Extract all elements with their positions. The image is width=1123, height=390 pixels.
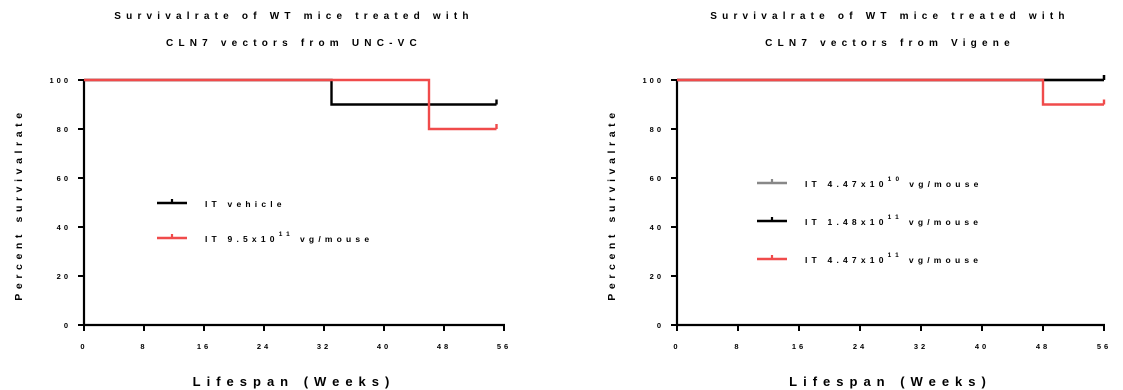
chart-title-line-2: CLN7 vectors from UNC-VC xyxy=(166,38,422,49)
x-tick-label: 16 xyxy=(792,342,806,351)
y-axis-label: Percent survivalrate xyxy=(606,108,618,300)
x-tick-label: 0 xyxy=(673,342,680,351)
legend-label-1: IT vehicle xyxy=(205,199,286,209)
x-tick-label: 32 xyxy=(317,342,331,351)
legend-label-main: IT 1.48x10 xyxy=(805,217,888,227)
chart-2: Survivalrate of WT mice treated with CLN7… xyxy=(606,11,1111,389)
legend-label-exponent: 11 xyxy=(888,214,903,221)
x-tick-label: 16 xyxy=(197,342,211,351)
series-line-3 xyxy=(677,78,1104,106)
x-tick-label: 32 xyxy=(914,342,928,351)
legend-label-1: IT 4.47x1010 vg/mouse xyxy=(805,176,983,189)
x-tick-label: 40 xyxy=(377,342,391,351)
x-axis-label: Lifespan (Weeks) xyxy=(193,374,396,389)
y-tick-label: 60 xyxy=(650,174,664,183)
x-tick-label: 8 xyxy=(140,342,147,351)
legend-label-2: IT 1.48x1011 vg/mouse xyxy=(805,214,982,227)
x-tick-label: 40 xyxy=(975,342,989,351)
chart-1: Survivalrate of WT mice treated with CLN7… xyxy=(13,11,511,389)
x-tick-label: 8 xyxy=(734,342,741,351)
legend-label-exponent: 11 xyxy=(888,252,903,259)
x-tick-label: 48 xyxy=(1036,342,1050,351)
series-line-1 xyxy=(84,78,497,106)
legend-label-3: IT 4.47x1011 vg/mouse xyxy=(805,252,982,265)
y-axis-label: Percent survivalrate xyxy=(13,108,25,300)
x-tick-label: 48 xyxy=(437,342,451,351)
chart-title-line-1: Survivalrate of WT mice treated with xyxy=(710,11,1069,22)
x-tick-label: 56 xyxy=(497,342,511,351)
y-tick-label: 40 xyxy=(650,223,664,232)
legend-label-main: IT 4.47x10 xyxy=(805,255,888,265)
y-tick-label: 80 xyxy=(57,125,71,134)
x-tick-label: 56 xyxy=(1097,342,1111,351)
legend-label-main: IT vehicle xyxy=(205,199,286,209)
chart-title-line-2: CLN7 vectors from Vigene xyxy=(765,38,1015,49)
y-tick-label: 20 xyxy=(650,272,664,281)
y-tick-label: 0 xyxy=(657,321,664,330)
y-tick-label: 40 xyxy=(57,223,71,232)
x-tick-label: 24 xyxy=(853,342,867,351)
y-tick-label: 0 xyxy=(64,321,71,330)
x-tick-label: 0 xyxy=(80,342,87,351)
y-tick-label: 60 xyxy=(57,174,71,183)
y-tick-label: 80 xyxy=(650,125,664,134)
legend-label-2: IT 9.5x1011 vg/mouse xyxy=(205,231,373,244)
x-axis-label: Lifespan (Weeks) xyxy=(789,374,992,389)
y-tick-label: 100 xyxy=(49,76,71,85)
legend-label-main: IT 4.47x10 xyxy=(805,179,888,189)
legend-label-main: IT 9.5x10 xyxy=(205,234,279,244)
legend-label-unit: vg/mouse xyxy=(909,179,982,189)
legend-label-unit: vg/mouse xyxy=(909,255,982,265)
legend-label-exponent: 10 xyxy=(888,176,904,183)
legend-label-unit: vg/mouse xyxy=(300,234,373,244)
chart-title-line-1: Survivalrate of WT mice treated with xyxy=(114,11,473,22)
legend-label-unit: vg/mouse xyxy=(909,217,982,227)
x-tick-label: 24 xyxy=(257,342,271,351)
series-line-2 xyxy=(84,78,497,131)
y-tick-label: 20 xyxy=(57,272,71,281)
legend-label-exponent: 11 xyxy=(279,231,294,238)
y-tick-label: 100 xyxy=(642,76,664,85)
